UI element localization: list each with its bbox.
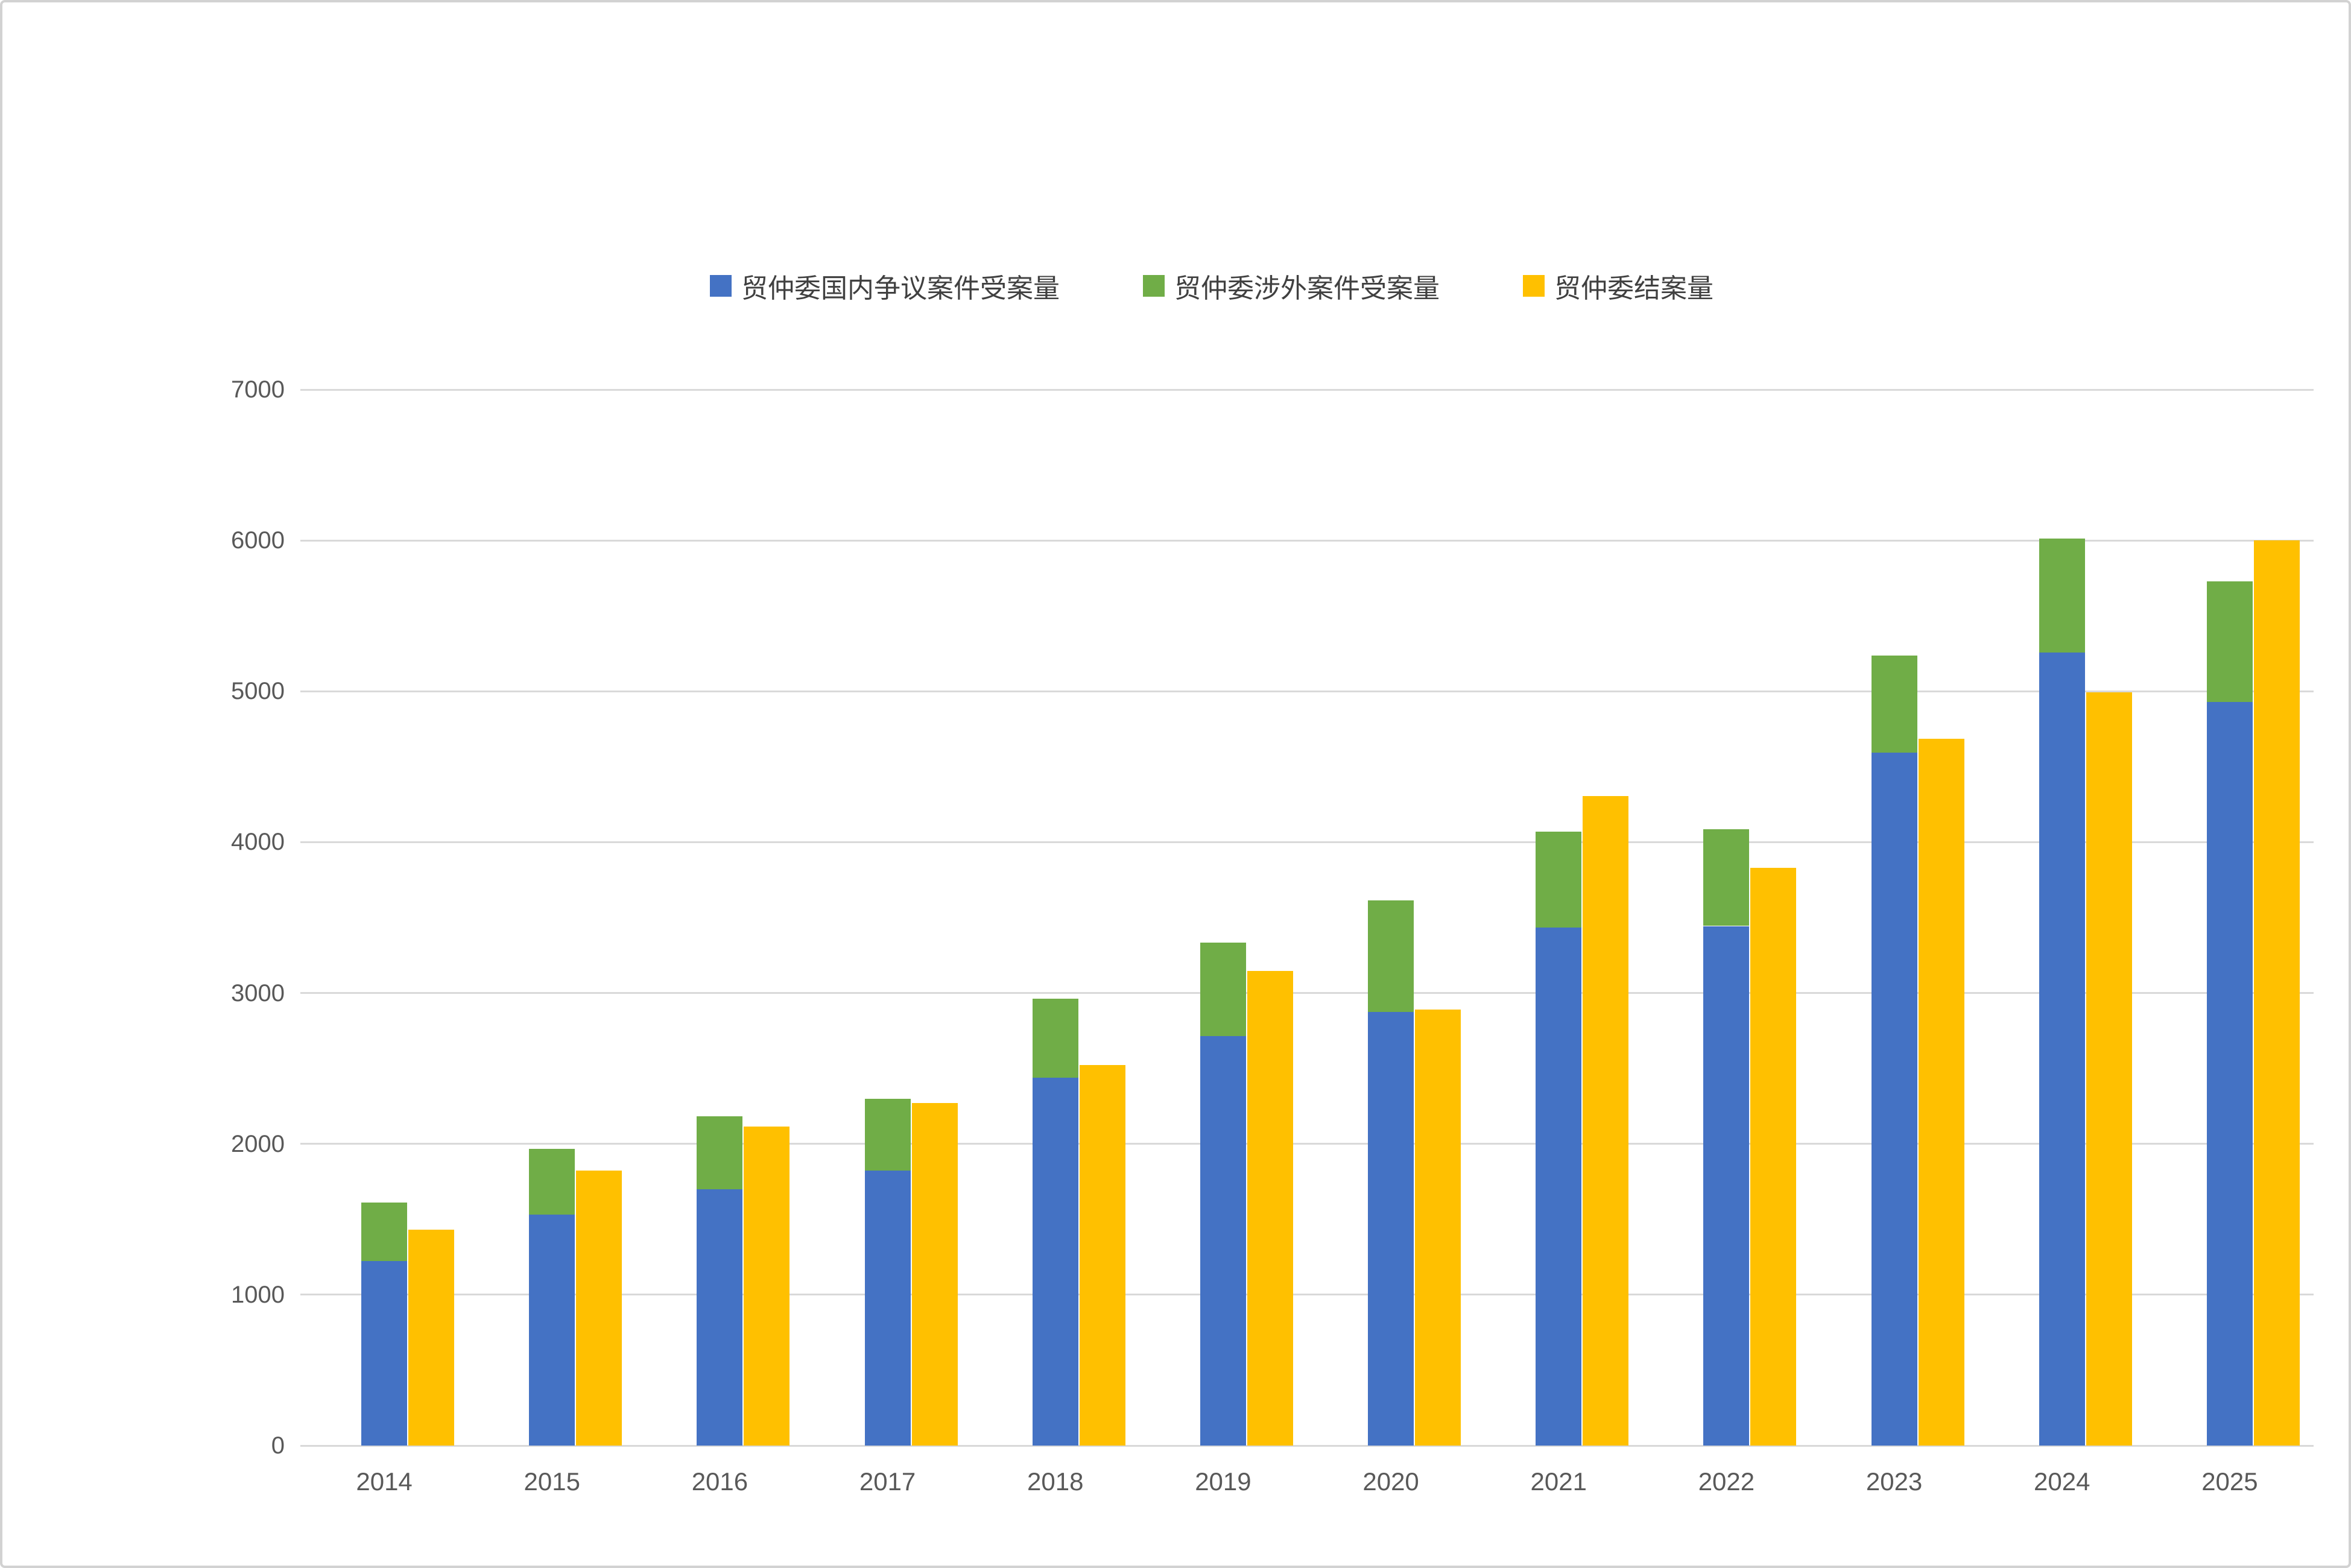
bar-domestic-2019 xyxy=(1200,1035,1246,1446)
x-axis-label-2023: 2023 xyxy=(1865,1467,1923,1496)
bar-foreign-2018 xyxy=(1032,999,1078,1078)
legend-label-concluded: 贸仲委结案量 xyxy=(1554,274,1713,303)
legend-label-domestic: 贸仲委国内争议案件受案量 xyxy=(741,274,1060,303)
bar-concluded-2018 xyxy=(1079,1064,1125,1446)
bar-domestic-2025 xyxy=(2206,701,2253,1446)
bar-concluded-2017 xyxy=(911,1103,958,1446)
bar-concluded-2022 xyxy=(1750,868,1797,1446)
bar-foreign-2015 xyxy=(529,1148,575,1215)
x-axis-label-2016: 2016 xyxy=(691,1467,748,1496)
bar-domestic-2018 xyxy=(1032,1077,1078,1446)
x-axis-label-2022: 2022 xyxy=(1698,1467,1755,1496)
bar-concluded-2020 xyxy=(1415,1010,1461,1446)
bar-domestic-2020 xyxy=(1368,1011,1414,1446)
bar-foreign-2024 xyxy=(2039,538,2085,653)
legend-swatch-concluded-icon xyxy=(1523,275,1545,297)
gridline-2000 xyxy=(300,1143,2314,1145)
bar-concluded-2023 xyxy=(1918,738,1964,1446)
bar-concluded-2014 xyxy=(408,1229,455,1446)
x-axis-label-2018: 2018 xyxy=(1027,1467,1084,1496)
bar-foreign-2022 xyxy=(1703,829,1750,926)
bar-concluded-2025 xyxy=(2253,540,2300,1446)
x-axis-label-2024: 2024 xyxy=(2034,1467,2090,1496)
bar-foreign-2019 xyxy=(1200,943,1246,1036)
bar-concluded-2015 xyxy=(576,1171,622,1446)
gridline-3000 xyxy=(300,992,2314,994)
bar-domestic-2024 xyxy=(2039,653,2085,1446)
bar-foreign-2017 xyxy=(864,1099,911,1171)
legend-swatch-foreign-icon xyxy=(1143,275,1165,297)
x-axis-label-2014: 2014 xyxy=(356,1467,413,1496)
legend-item-concluded: 贸仲委结案量 xyxy=(1523,267,1713,305)
legend-label-foreign: 贸仲委涉外案件受案量 xyxy=(1174,274,1440,303)
bar-concluded-2024 xyxy=(2086,692,2132,1446)
y-axis-tick-0: 0 xyxy=(271,1432,285,1459)
bar-foreign-2025 xyxy=(2206,581,2253,702)
y-axis-tick-7000: 7000 xyxy=(231,376,285,403)
y-axis-tick-6000: 6000 xyxy=(231,527,285,554)
x-axis-label-2017: 2017 xyxy=(859,1467,916,1496)
gridline-5000 xyxy=(300,690,2314,692)
gridline-6000 xyxy=(300,539,2314,542)
bar-foreign-2020 xyxy=(1368,900,1414,1012)
y-axis-tick-1000: 1000 xyxy=(231,1281,285,1308)
legend: 贸仲委国内争议案件受案量 贸仲委涉外案件受案量 贸仲委结案量 xyxy=(2,267,2349,305)
x-axis-label-2025: 2025 xyxy=(2201,1467,2258,1496)
y-axis-tick-2000: 2000 xyxy=(231,1130,285,1157)
bar-domestic-2021 xyxy=(1536,927,1582,1446)
bar-concluded-2019 xyxy=(1247,970,1293,1446)
gridline-4000 xyxy=(300,841,2314,843)
bar-domestic-2022 xyxy=(1703,926,1750,1446)
gridline-7000 xyxy=(300,388,2314,391)
y-axis-tick-3000: 3000 xyxy=(231,979,285,1007)
y-axis-tick-5000: 5000 xyxy=(231,678,285,705)
gridline-0 xyxy=(300,1444,2314,1447)
bar-domestic-2016 xyxy=(697,1189,743,1446)
legend-item-foreign: 贸仲委涉外案件受案量 xyxy=(1143,267,1440,305)
x-axis-label-2020: 2020 xyxy=(1362,1467,1419,1496)
bar-foreign-2014 xyxy=(361,1203,408,1262)
bar-concluded-2021 xyxy=(1583,795,1629,1446)
bar-concluded-2016 xyxy=(744,1127,790,1446)
bar-domestic-2017 xyxy=(864,1171,911,1446)
x-axis-label-2019: 2019 xyxy=(1195,1467,1251,1496)
gridline-1000 xyxy=(300,1294,2314,1296)
legend-item-domestic: 贸仲委国内争议案件受案量 xyxy=(710,267,1060,305)
bar-foreign-2016 xyxy=(697,1116,743,1190)
bar-domestic-2015 xyxy=(529,1215,575,1446)
bar-foreign-2023 xyxy=(1871,656,1917,753)
bar-domestic-2014 xyxy=(361,1261,408,1446)
bar-foreign-2021 xyxy=(1536,831,1582,928)
x-axis-label-2021: 2021 xyxy=(1530,1467,1587,1496)
y-axis-tick-4000: 4000 xyxy=(231,829,285,856)
x-axis-label-2015: 2015 xyxy=(524,1467,580,1496)
bar-domestic-2023 xyxy=(1871,753,1917,1446)
legend-swatch-domestic-icon xyxy=(710,275,732,297)
